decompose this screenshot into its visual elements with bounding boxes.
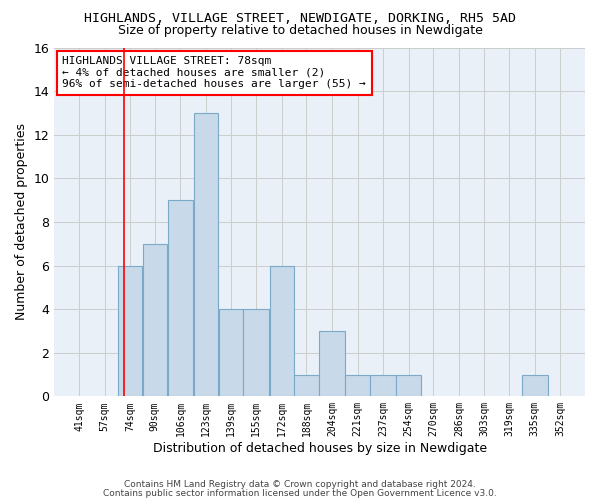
Bar bbox=[269, 266, 294, 396]
Text: Size of property relative to detached houses in Newdigate: Size of property relative to detached ho… bbox=[118, 24, 482, 37]
Text: HIGHLANDS, VILLAGE STREET, NEWDIGATE, DORKING, RH5 5AD: HIGHLANDS, VILLAGE STREET, NEWDIGATE, DO… bbox=[84, 12, 516, 26]
Bar bbox=[244, 309, 269, 396]
Bar bbox=[370, 374, 396, 396]
X-axis label: Distribution of detached houses by size in Newdigate: Distribution of detached houses by size … bbox=[152, 442, 487, 455]
Bar bbox=[143, 244, 167, 396]
Bar bbox=[218, 309, 243, 396]
Bar bbox=[194, 113, 218, 397]
Y-axis label: Number of detached properties: Number of detached properties bbox=[15, 124, 28, 320]
Bar bbox=[167, 200, 193, 396]
Bar bbox=[118, 266, 142, 396]
Bar bbox=[346, 374, 370, 396]
Bar bbox=[522, 374, 548, 396]
Bar bbox=[295, 374, 319, 396]
Bar bbox=[397, 374, 421, 396]
Bar bbox=[319, 331, 345, 396]
Text: Contains HM Land Registry data © Crown copyright and database right 2024.: Contains HM Land Registry data © Crown c… bbox=[124, 480, 476, 489]
Text: Contains public sector information licensed under the Open Government Licence v3: Contains public sector information licen… bbox=[103, 488, 497, 498]
Text: HIGHLANDS VILLAGE STREET: 78sqm
← 4% of detached houses are smaller (2)
96% of s: HIGHLANDS VILLAGE STREET: 78sqm ← 4% of … bbox=[62, 56, 366, 90]
